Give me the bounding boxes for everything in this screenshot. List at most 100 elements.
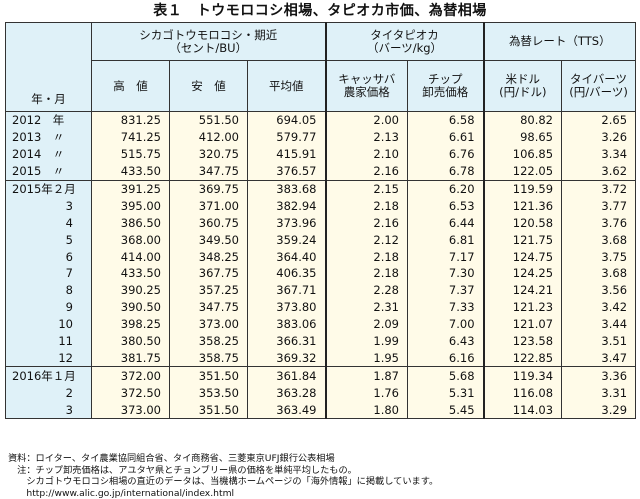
tapioca-group-header: タイタピオカ （バーツ/kg） [324,22,485,61]
value-cell: 349.50 [169,231,248,249]
table-row: 4 386.50 360.75 373.96 2.16 6.44 120.58 3.76 [5,214,637,232]
chip-header: チップ 卸売価格 [406,60,485,112]
value-cell: 414.00 [91,248,170,266]
value-cell: 80.82 [482,110,563,129]
value-cell: 3.51 [561,332,637,350]
value-cell: 3.44 [561,315,637,333]
table-row: 3 373.00 351.50 363.49 1.80 5.45 114.03 3.29 [5,401,637,420]
value-cell: 2.16 [324,162,408,181]
table-row: 2 372.50 353.50 363.28 1.76 5.31 116.08 3.31 [5,384,637,402]
value-cell: 351.50 [169,366,248,385]
value-cell: 361.84 [247,366,326,385]
period-cell: 2012 年 [5,110,92,129]
value-cell: 383.68 [247,179,326,198]
value-cell: 579.77 [247,128,326,146]
value-cell: 3.76 [561,214,637,232]
value-cell: 2.13 [324,128,408,146]
period-cell: 3 [5,401,92,420]
table-title: 表１ トウモロコシ相場、タピオカ市価、為替相場 [153,3,487,19]
value-cell: 551.50 [169,110,248,129]
period-cell: 10 [5,315,92,333]
value-cell: 391.25 [91,179,170,198]
value-cell: 368.00 [91,231,170,249]
high-header: 高 値 [91,60,170,112]
value-cell: 6.61 [406,128,485,146]
note-corn: シカゴトウモロコシ相場の直近のデータは、当機構ホームページの「海外情報」に掲載し… [8,476,439,487]
value-cell: 5.31 [406,384,485,402]
value-cell: 347.75 [169,162,248,181]
value-cell: 124.75 [482,248,563,266]
value-cell: 363.28 [247,384,326,402]
value-cell: 1.95 [324,349,408,367]
value-cell: 2.28 [324,281,408,299]
avg-header: 平均値 [247,60,326,112]
value-cell: 1.99 [324,332,408,350]
value-cell: 122.85 [482,349,563,367]
period-cell: 2015年２月 [5,179,92,198]
value-cell: 433.50 [91,162,170,181]
value-cell: 358.25 [169,332,248,350]
value-cell: 6.43 [406,332,485,350]
period-cell: 8 [5,281,92,299]
value-cell: 124.25 [482,265,563,282]
value-cell: 364.40 [247,248,326,266]
value-cell: 3.42 [561,298,637,316]
table-row: 2014 〃 515.75 320.75 415.91 2.10 6.76 106.85 3.… [5,145,637,163]
value-cell: 6.53 [406,197,485,215]
period-cell: 6 [5,248,92,266]
value-cell: 120.58 [482,214,563,232]
period-cell: 2014 〃 [5,145,92,163]
period-cell: 12 [5,349,92,367]
value-cell: 3.34 [561,145,637,163]
value-cell: 366.31 [247,332,326,350]
value-cell: 119.34 [482,366,563,385]
value-cell: 121.36 [482,197,563,215]
table-body: 2012 年 831.25 551.50 694.05 2.00 6.58 80.82 2.6… [5,110,637,420]
value-cell: 357.25 [169,281,248,299]
value-cell: 382.94 [247,197,326,215]
value-cell: 6.44 [406,214,485,232]
value-cell: 7.00 [406,315,485,333]
value-cell: 3.47 [561,349,637,367]
value-cell: 3.72 [561,179,637,198]
value-cell: 373.00 [91,401,170,420]
value-cell: 5.45 [406,401,485,420]
value-cell: 114.03 [482,401,563,420]
value-cell: 1.76 [324,384,408,402]
table-row: 5 368.00 349.50 359.24 2.12 6.81 121.75 3.68 [5,231,637,249]
value-cell: 2.18 [324,248,408,266]
value-cell: 415.91 [247,145,326,163]
market-table: 年・月 シカゴトウモロコシ・期近 （セント/BU） タイタピオカ （バーツ/kg… [5,22,637,420]
value-cell: 320.75 [169,145,248,163]
value-cell: 741.25 [91,128,170,146]
table-row: 7 433.50 367.75 406.35 2.18 7.30 124.25 3.68 [5,265,637,282]
table-row: 2015 〃 433.50 347.75 376.57 2.16 6.78 122.05 3.… [5,162,637,181]
value-cell: 2.65 [561,110,637,129]
table-row: 2016年１月 372.00 351.50 361.84 1.87 5.68 119.34 3… [5,366,637,385]
value-cell: 694.05 [247,110,326,129]
low-header: 安 値 [169,60,248,112]
value-cell: 360.75 [169,214,248,232]
value-cell: 412.00 [169,128,248,146]
value-cell: 433.50 [91,265,170,282]
value-cell: 373.80 [247,298,326,316]
value-cell: 1.87 [324,366,408,385]
value-cell: 831.25 [91,110,170,129]
period-cell: 2016年１月 [5,366,92,385]
period-cell: 3 [5,197,92,215]
value-cell: 371.00 [169,197,248,215]
value-cell: 406.35 [247,265,326,282]
value-cell: 2.09 [324,315,408,333]
value-cell: 376.57 [247,162,326,181]
value-cell: 390.50 [91,298,170,316]
value-cell: 124.21 [482,281,563,299]
value-cell: 7.33 [406,298,485,316]
value-cell: 7.37 [406,281,485,299]
value-cell: 5.68 [406,366,485,385]
note-chip: 注：チップ卸売価格は、アユタヤ県とチョンブリー県の価格を単純平均したもの。 [8,464,357,476]
period-cell: 11 [5,332,92,350]
value-cell: 121.07 [482,315,563,333]
value-cell: 98.65 [482,128,563,146]
value-cell: 3.56 [561,281,637,299]
table-row: 2013 〃 741.25 412.00 579.77 2.13 6.61 98.65 3.2… [5,128,637,146]
